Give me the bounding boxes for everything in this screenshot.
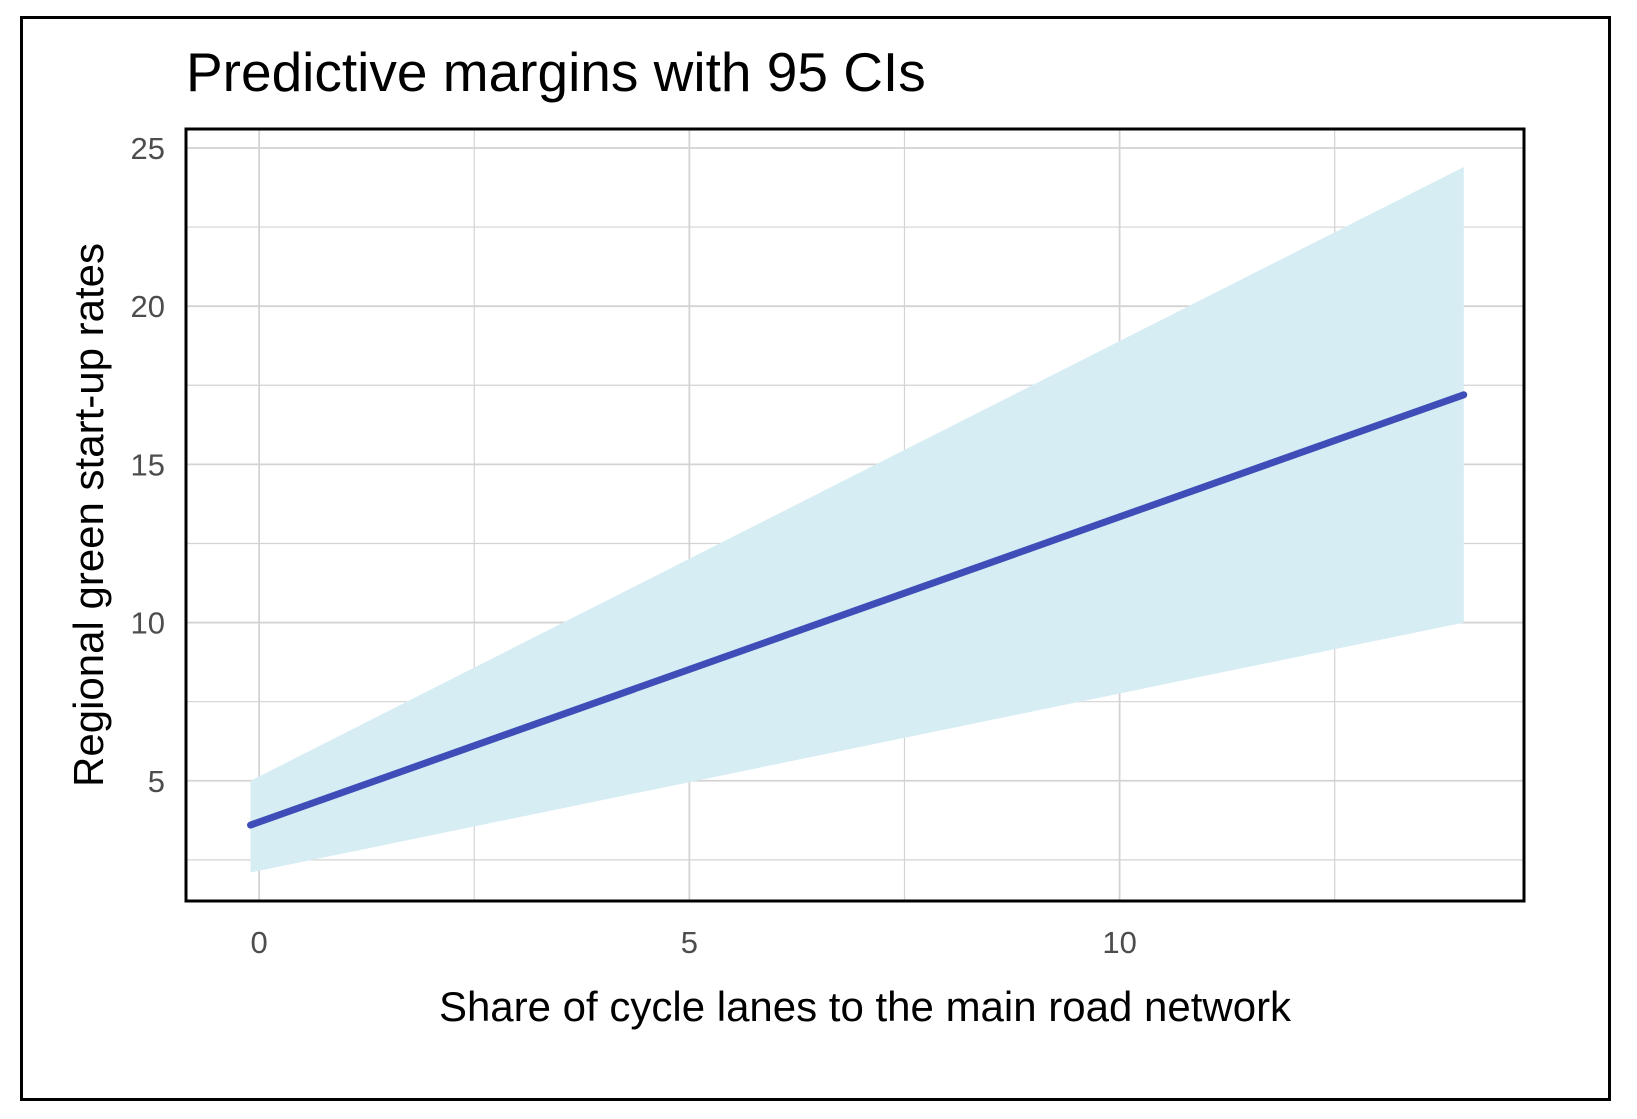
- panel-border: [184, 127, 1526, 903]
- y-tick-label: 25: [131, 131, 165, 166]
- y-tick-label: 15: [131, 447, 165, 482]
- chart-title: Predictive margins with 95 CIs: [186, 41, 926, 103]
- y-axis-label: Regional green start-up rates: [65, 243, 112, 787]
- y-tick-label: 10: [131, 606, 165, 641]
- confidence-band: [250, 166, 1464, 873]
- y-axis-ticks: 5 10 15 20 25: [131, 131, 165, 799]
- y-tick-label: 5: [148, 764, 165, 799]
- x-tick-label: 0: [251, 925, 268, 960]
- x-axis-label: Share of cycle lanes to the main road ne…: [439, 983, 1292, 1030]
- prediction-line: [247, 391, 1468, 829]
- figure-frame: Predictive margins with 95 CIs 0 5 10 5 10 1…: [20, 16, 1611, 1101]
- x-tick-label: 10: [1102, 925, 1136, 960]
- x-axis-ticks: 0 5 10: [251, 925, 1137, 960]
- chart: Predictive margins with 95 CIs 0 5 10 5 10 1…: [65, 41, 1526, 1030]
- x-tick-label: 5: [681, 925, 698, 960]
- confidence-band-layer: [250, 166, 1464, 873]
- prediction-line-layer: [247, 391, 1468, 829]
- y-tick-label: 20: [131, 289, 165, 324]
